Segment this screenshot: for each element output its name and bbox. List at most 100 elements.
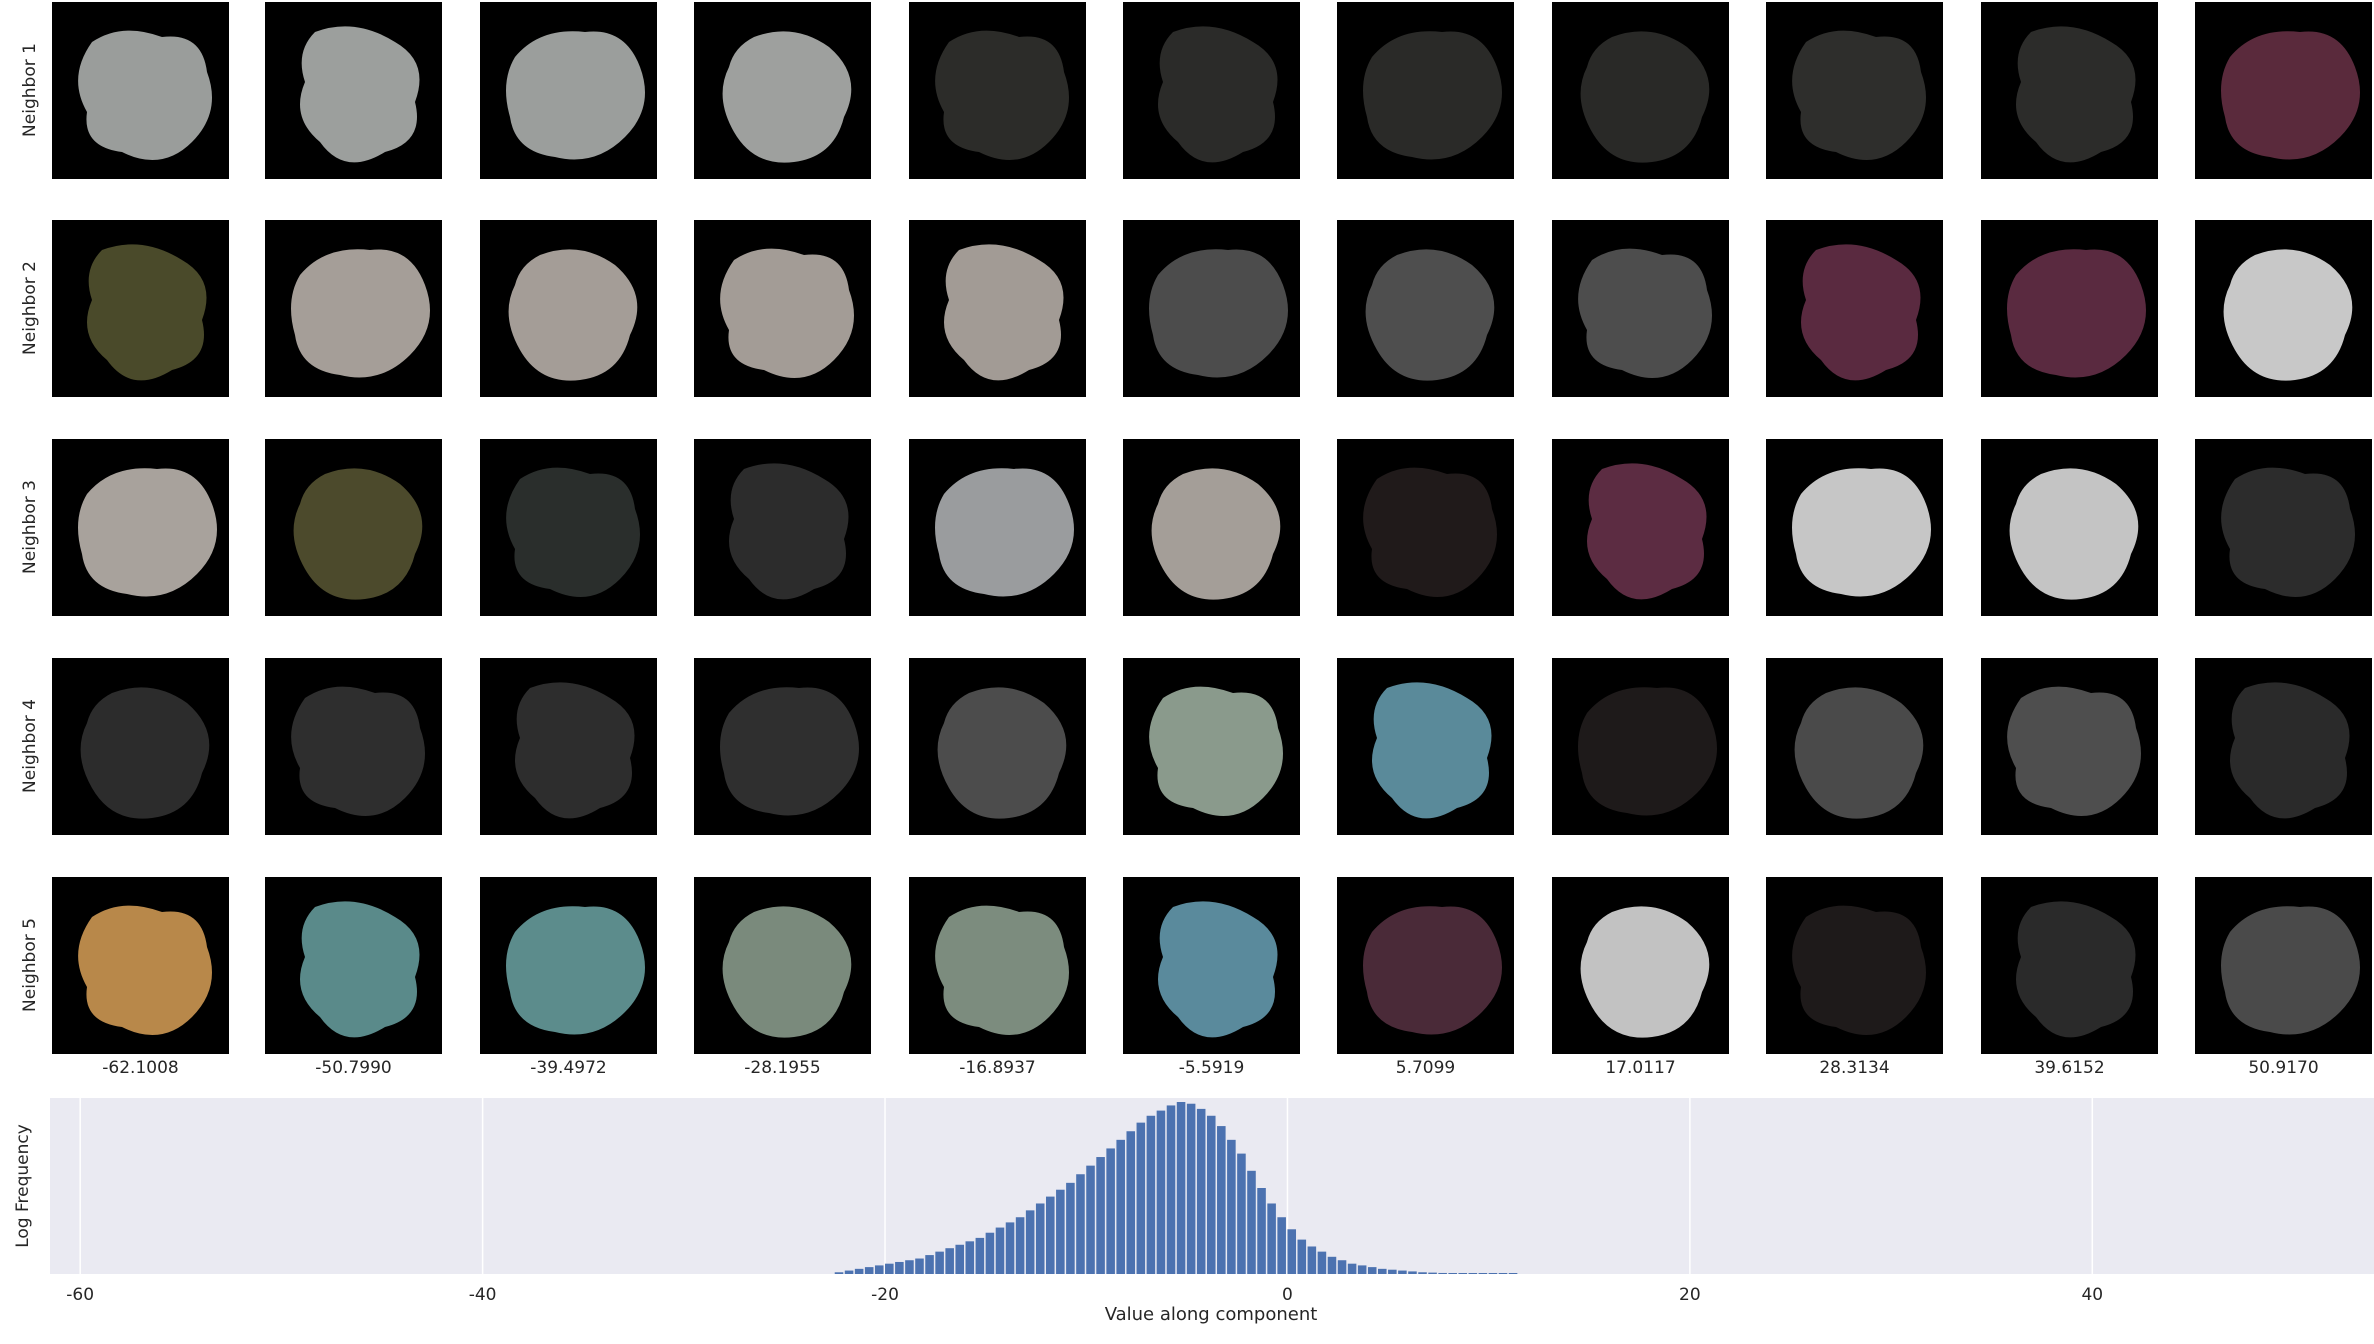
histogram-bar (1025, 1210, 1035, 1274)
row-label-neighbor-4: Neighbor 4 (20, 699, 40, 793)
histogram-bar (1367, 1267, 1377, 1274)
histogram-bar (1287, 1229, 1297, 1274)
neighbor-image-tile (1552, 877, 1729, 1054)
neighbor-image-tile (1123, 877, 1300, 1054)
neighbor-image-tile (265, 439, 442, 616)
histogram-bar (1498, 1273, 1508, 1274)
neighbor-image-tile (52, 439, 229, 616)
histogram-bar (844, 1270, 854, 1274)
neighbor-image-tile (2195, 658, 2372, 835)
neighbor-image-tile (1981, 220, 2158, 397)
x-tick-label: -40 (469, 1285, 497, 1305)
neighbor-image-tile (694, 220, 871, 397)
neighbor-image-tile (1337, 658, 1514, 835)
histogram-bar (1156, 1110, 1166, 1274)
histogram-bar (1066, 1182, 1075, 1274)
histogram-bar (1508, 1273, 1518, 1274)
histogram-bar (1227, 1139, 1236, 1274)
histogram-bar (1408, 1271, 1417, 1274)
y-axis-label: Log Frequency (13, 1124, 33, 1248)
column-value-label: -50.7990 (315, 1058, 392, 1078)
neighbor-image-tile (909, 2, 1086, 179)
neighbor-image-tile (265, 2, 442, 179)
histogram-bar (985, 1232, 995, 1274)
x-tick-labels: -60 -40 -20 0 20 40 (66, 1285, 2103, 1305)
row-label-neighbor-2: Neighbor 2 (20, 261, 40, 355)
histogram-bar (1206, 1115, 1216, 1274)
histogram-bar (1076, 1174, 1085, 1274)
neighbor-image-tile (1552, 220, 1729, 397)
column-value-label: 39.6152 (2034, 1058, 2105, 1078)
neighbor-image-tile (52, 220, 229, 397)
column-value-label: 28.3134 (1819, 1058, 1890, 1078)
x-axis-label: Value along component (1105, 1304, 1318, 1325)
histogram-bar (925, 1255, 934, 1274)
histogram-bar (1015, 1217, 1025, 1274)
neighbor-image-tile (1337, 220, 1514, 397)
histogram-bar (1247, 1170, 1256, 1274)
column-value-label: 17.0117 (1605, 1058, 1676, 1078)
column-value-label: -28.1955 (744, 1058, 821, 1078)
histogram-bar (1035, 1203, 1045, 1274)
column-value-label: 50.9170 (2248, 1058, 2319, 1078)
neighbor-image-tile (265, 220, 442, 397)
histogram-bar (1106, 1148, 1115, 1274)
histogram-bars (834, 1102, 1518, 1274)
histogram-bar (1428, 1272, 1437, 1274)
histogram-bar (1176, 1102, 1186, 1274)
histogram-bar (1136, 1122, 1146, 1274)
neighbor-image-tile (694, 439, 871, 616)
histogram-bar (864, 1267, 874, 1274)
neighbor-image-tile (1981, 2, 2158, 179)
histogram-bar (1086, 1165, 1095, 1274)
column-value-label: -5.5919 (1178, 1058, 1245, 1078)
histogram-bar (1317, 1251, 1327, 1274)
x-tick-label: 40 (2081, 1285, 2103, 1305)
histogram-bar (1448, 1273, 1457, 1274)
histogram-bar (1096, 1157, 1105, 1274)
neighbor-image-tile (1552, 2, 1729, 179)
x-tick-label: -60 (66, 1285, 94, 1305)
histogram-bar (1046, 1196, 1055, 1274)
histogram-bar (1297, 1239, 1307, 1274)
neighbor-image-grid: Neighbor 1 Neighbor 2 Neighbor 3 Neighbor 4… (20, 2, 2372, 1078)
row-label-neighbor-1: Neighbor 1 (20, 43, 40, 137)
histogram-bar (1186, 1103, 1196, 1274)
histogram-bar (1307, 1246, 1317, 1274)
histogram-bar (1146, 1115, 1156, 1274)
neighbor-image-tile (909, 658, 1086, 835)
histogram-bar (965, 1241, 975, 1274)
neighbor-image-tile (1123, 439, 1300, 616)
column-value-label: -16.8937 (959, 1058, 1036, 1078)
histogram-bar (1337, 1260, 1347, 1274)
histogram-bar (1468, 1273, 1478, 1274)
histogram-bar (1357, 1265, 1367, 1274)
histogram-bar (1166, 1105, 1176, 1274)
neighbor-image-tile (480, 220, 657, 397)
histogram-bar (1458, 1273, 1468, 1274)
histogram-bar (915, 1258, 924, 1274)
neighbor-image-tile (1766, 658, 1943, 835)
column-value-label: 5.7099 (1395, 1058, 1456, 1078)
histogram-bar (1217, 1126, 1226, 1274)
histogram-bar (834, 1272, 844, 1274)
gridlines (79, 1098, 2094, 1274)
histogram-bar (975, 1237, 985, 1274)
histogram-bar (995, 1227, 1005, 1274)
neighbor-image-tile (265, 877, 442, 1054)
histogram-bar (945, 1248, 954, 1274)
neighbor-image-tile (1981, 658, 2158, 835)
histogram-bar (1237, 1153, 1246, 1274)
neighbor-image-tile (52, 877, 229, 1054)
histogram-bar (955, 1244, 965, 1274)
x-tick-label: 20 (1679, 1285, 1701, 1305)
histogram-bar (1327, 1256, 1337, 1274)
histogram-bar (885, 1263, 894, 1274)
neighbor-image-tile (1766, 439, 1943, 616)
neighbor-image-tile (909, 220, 1086, 397)
neighbor-image-tile (1337, 439, 1514, 616)
histogram-bar (1398, 1270, 1407, 1274)
histogram-chart: -60 -40 -20 0 20 40 Log Frequency Value along… (13, 1098, 2374, 1325)
x-tick-label: 0 (1282, 1285, 1293, 1305)
histogram-bar (905, 1260, 914, 1274)
